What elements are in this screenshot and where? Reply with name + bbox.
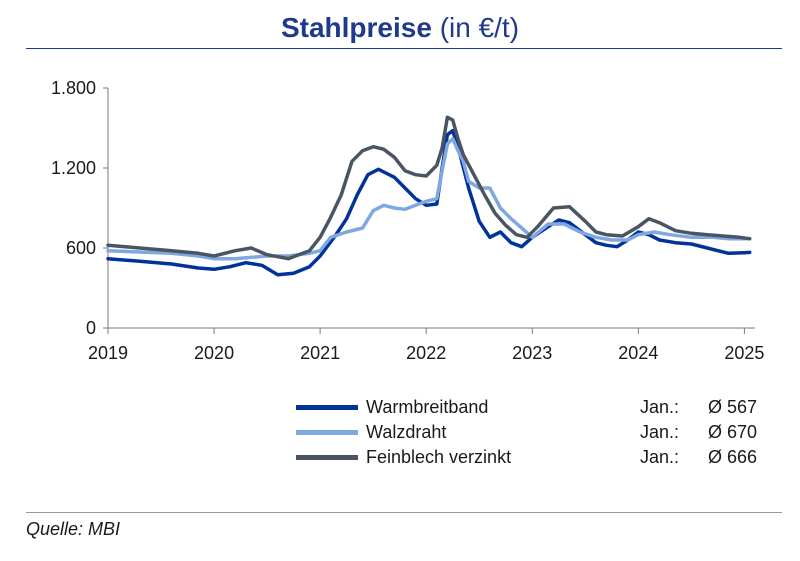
chart-series [106,115,752,277]
stat-average: Ø 567 [708,397,758,417]
y-tick-label: 1.200 [51,158,96,178]
y-tick-label: 1.800 [51,78,96,98]
average-stats: Jan.: Ø 567 Jan.: Ø 670 Jan.: Ø 666 [640,395,757,470]
stat-period: Jan.: [640,397,680,417]
legend-swatch-feinblech [296,455,358,460]
chart-title-main: Stahlpreise [280,12,432,43]
stat-row: Jan.: Ø 670 [640,420,757,445]
stat-period: Jan.: [640,447,680,467]
legend-label: Walzdraht [366,422,447,442]
legend-item: Feinblech verzinkt [296,445,511,470]
stat-row: Jan.: Ø 666 [640,445,757,470]
legend-label: Warmbreitband [366,397,489,417]
footer-divider [26,512,782,513]
legend-swatch-warmbreitband [296,405,358,410]
chart-title: Stahlpreise (in €/t) [0,8,800,48]
y-tick-label: 0 [86,318,96,338]
series-line-feinblech-verzinkt [106,115,752,261]
stat-average: Ø 666 [708,447,758,467]
series-line-walzdraht [106,136,752,261]
stat-period: Jan.: [640,422,680,442]
x-tick-label: 2022 [406,343,446,363]
stat-average: Ø 670 [708,422,758,442]
legend-item: Walzdraht [296,420,511,445]
stat-row: Jan.: Ø 567 [640,395,757,420]
x-tick-label: 2019 [88,343,128,363]
legend-item: Warmbreitband [296,395,511,420]
chart-title-unit: (in €/t) [439,12,520,43]
line-chart: 1.800 1.200 600 0 2019 2020 2021 2022 2023 2024 20… [51,78,764,363]
source-note: Quelle: MBI [26,519,121,539]
x-tick-label: 2021 [300,343,340,363]
chart-axes [103,87,755,334]
title-divider [26,48,782,49]
legend-swatch-walzdraht [296,430,358,435]
chart-tick-labels: 1.800 1.200 600 0 2019 2020 2021 2022 2023 2024 20… [51,78,764,363]
x-tick-label: 2024 [618,343,658,363]
legend-label: Feinblech verzinkt [366,447,512,467]
x-tick-label: 2023 [512,343,552,363]
x-tick-label: 2020 [194,343,234,363]
x-tick-label: 2025 [724,343,764,363]
legend: Warmbreitband Walzdraht Feinblech verzin… [296,395,511,470]
y-tick-label: 600 [66,238,96,258]
